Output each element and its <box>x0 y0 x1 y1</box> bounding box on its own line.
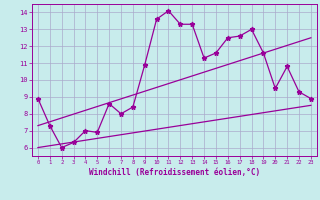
X-axis label: Windchill (Refroidissement éolien,°C): Windchill (Refroidissement éolien,°C) <box>89 168 260 177</box>
